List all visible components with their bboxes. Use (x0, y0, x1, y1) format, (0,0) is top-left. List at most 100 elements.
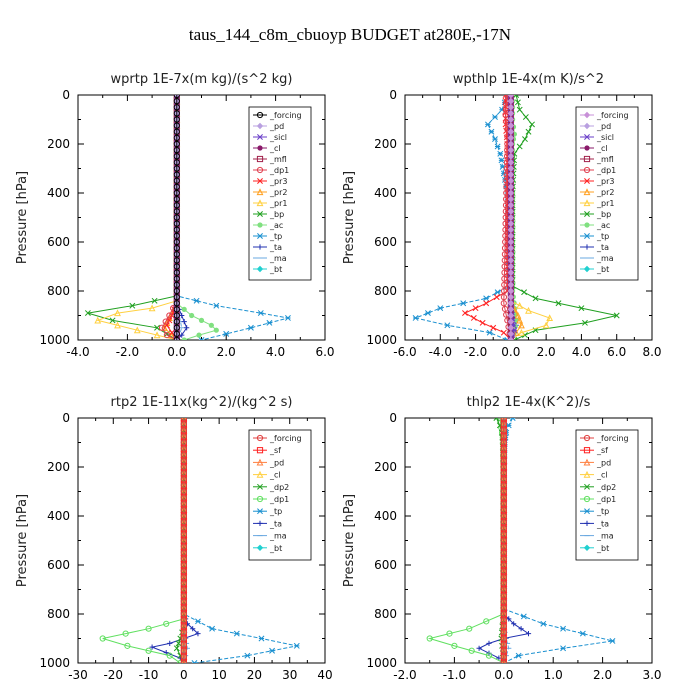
legend-marker (256, 447, 264, 454)
legend-label: _bt (269, 544, 282, 553)
x-tick-label: 30 (282, 668, 297, 682)
data-point (173, 306, 180, 313)
data-point (546, 314, 554, 322)
data-point (609, 637, 616, 644)
legend-label: _forcing (596, 434, 629, 443)
data-point (500, 617, 507, 624)
data-point (444, 322, 451, 329)
data-point (161, 324, 168, 331)
data-point (180, 543, 187, 550)
data-point (180, 433, 187, 440)
y-tick-label: 800 (47, 607, 70, 621)
x-tick-label: 6.0 (315, 345, 334, 359)
data-point (507, 244, 515, 252)
legend-label: _bt (269, 265, 282, 274)
legend-marker (257, 178, 263, 184)
data-point (180, 598, 187, 605)
data-point (173, 318, 180, 325)
data-point (173, 140, 180, 148)
data-point (180, 653, 187, 660)
data-point (497, 150, 504, 157)
legend-label: _pd (596, 458, 611, 467)
data-point (114, 321, 121, 329)
data-point (513, 95, 520, 98)
data-point (507, 116, 515, 123)
data-point (180, 418, 187, 422)
legend-marker (584, 211, 590, 217)
data-point (424, 310, 431, 317)
legend-label: _ma (269, 254, 287, 263)
legend-label: _bp (596, 210, 611, 219)
data-point (213, 302, 220, 309)
legend-label: _dp1 (269, 495, 289, 504)
data-point (507, 306, 515, 313)
data-point (266, 319, 273, 326)
series-line (102, 418, 185, 663)
plot-area (99, 418, 300, 663)
legend-label: _ta (596, 243, 609, 252)
series-tp (412, 95, 513, 340)
data-point (500, 647, 507, 654)
data-point (173, 196, 180, 203)
data-point (493, 418, 500, 421)
legend-label: _ma (269, 532, 287, 541)
data-point (507, 128, 515, 135)
data-point (518, 626, 524, 632)
legend: _forcing _pd _sicl _cl _mfl _dp1 _pr3 _pr2 _pr1 _… (575, 106, 639, 281)
data-point (490, 324, 497, 331)
series-forcing (173, 95, 180, 340)
data-point (516, 316, 524, 324)
data-point (525, 631, 532, 637)
x-tick-label: -20 (103, 668, 123, 682)
x-tick-label: 0.0 (501, 345, 520, 359)
data-point (500, 537, 507, 544)
legend-marker (257, 508, 263, 515)
data-point (507, 232, 515, 240)
x-tick-label: -4.0 (66, 345, 89, 359)
legend-marker (257, 222, 263, 228)
data-point (500, 329, 507, 336)
y-tick-label: 400 (374, 186, 397, 200)
series-dp1 (99, 418, 187, 663)
data-point (500, 543, 507, 550)
data-point (180, 659, 187, 663)
data-point (500, 598, 507, 605)
data-point (483, 295, 490, 302)
legend-marker (256, 199, 264, 207)
data-point (180, 635, 187, 642)
legend-label: _tp (269, 507, 282, 516)
data-point (529, 121, 535, 128)
y-axis-label: Pressure [hPa] (15, 494, 30, 587)
data-point (173, 645, 180, 652)
data-point (500, 427, 507, 434)
data-point (180, 574, 187, 581)
legend-label: _forcing (269, 434, 302, 443)
data-point (494, 289, 501, 296)
data-point (173, 275, 180, 282)
data-point (180, 568, 187, 575)
data-point (173, 257, 180, 264)
data-point (269, 647, 276, 654)
legend-label: _ma (596, 532, 614, 541)
data-point (167, 640, 173, 646)
data-point (180, 427, 187, 434)
panel-3: rtp2 1E-11x(kg^2)/(kg^2 s) Pressure [hPa]… (15, 395, 333, 682)
legend-label: _cl (596, 144, 608, 153)
data-point (500, 457, 507, 464)
y-tick-label: 600 (374, 558, 397, 572)
data-point (500, 629, 507, 636)
legend-label: _pd (596, 122, 611, 131)
data-point (173, 98, 180, 105)
data-point (500, 549, 507, 556)
panel-title: wprtp 1E-7x(m kg)/(s^2 kg) (111, 72, 293, 87)
data-point (180, 482, 187, 489)
data-point (460, 300, 467, 307)
legend-label: _cl (269, 471, 281, 480)
data-point (173, 122, 180, 129)
data-point (479, 319, 486, 326)
data-point (173, 220, 180, 227)
legend-label: _mfl (269, 155, 287, 164)
data-point (500, 294, 508, 301)
legend-label: _sicl (596, 133, 614, 142)
data-point (213, 327, 219, 333)
